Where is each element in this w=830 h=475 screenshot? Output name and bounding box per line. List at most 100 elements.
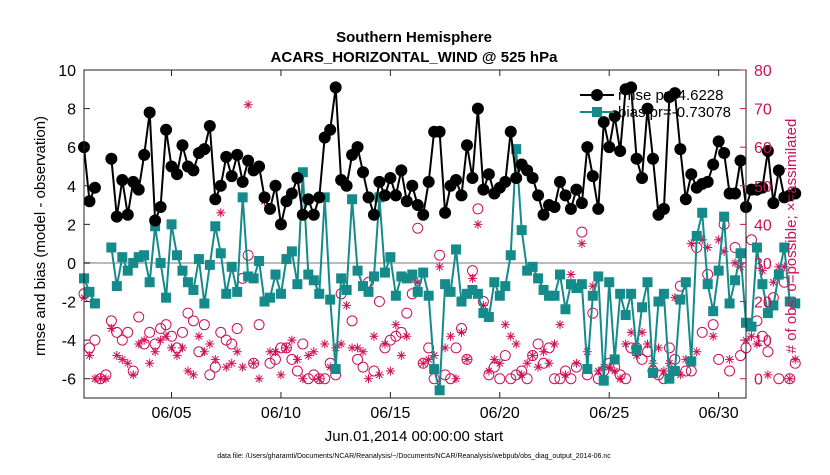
y-tick-label: 6 — [67, 140, 76, 157]
obs-possible-marker — [390, 330, 402, 342]
obs-possible-marker — [248, 357, 260, 369]
bias-marker — [210, 221, 221, 232]
asterisk-stroke — [518, 371, 526, 379]
bias-marker — [177, 265, 188, 276]
bias-marker — [133, 252, 144, 263]
bias-marker — [708, 306, 719, 317]
obs-assimilated-marker — [725, 354, 735, 364]
bias-marker — [576, 279, 587, 290]
bias-marker — [341, 284, 352, 295]
bias-marker — [182, 277, 193, 288]
bias-marker — [642, 277, 653, 288]
bias-marker — [226, 261, 237, 272]
asterisk-stroke — [611, 367, 619, 375]
legend-bias-marker — [592, 107, 602, 117]
x-tick-label: 06/05 — [152, 405, 192, 422]
obs-assimilated-marker — [134, 339, 144, 349]
bias-marker — [751, 242, 762, 253]
bias-marker — [658, 288, 669, 299]
obs-possible-marker — [253, 319, 265, 331]
rmse-marker — [510, 172, 523, 185]
rmse-marker — [439, 206, 452, 219]
obs-assimilated-marker — [522, 358, 532, 368]
asterisk-stroke — [189, 371, 197, 379]
asterisk-stroke — [178, 344, 186, 352]
rmse-marker — [324, 123, 337, 136]
asterisk-stroke — [572, 359, 580, 367]
bias-marker — [237, 192, 248, 203]
bias-marker — [604, 277, 615, 288]
asterisk-stroke — [534, 363, 542, 371]
obs-assimilated-marker — [604, 362, 614, 372]
rmse-marker — [110, 210, 123, 223]
bias-marker — [631, 344, 642, 355]
obs-assimilated-marker — [391, 320, 401, 330]
obs-possible-marker — [160, 319, 172, 331]
y2-axis-label: # of obs: o=possible; ×=assimilated — [783, 119, 800, 354]
asterisk-stroke — [660, 367, 668, 375]
obs-assimilated-marker — [621, 339, 631, 349]
rmse-marker — [460, 139, 473, 152]
obs-assimilated-marker — [763, 370, 773, 380]
obs-possible-marker — [450, 342, 462, 354]
obs-assimilated-marker — [221, 362, 231, 372]
rmse-marker — [553, 175, 566, 188]
y2-tick-label: 80 — [754, 63, 772, 80]
asterisk-stroke — [644, 340, 652, 348]
bias-marker — [467, 284, 478, 295]
obs-assimilated-marker — [145, 358, 155, 368]
x-tick-label: 06/15 — [370, 405, 410, 422]
bias-marker — [461, 288, 472, 299]
bias-marker — [456, 296, 467, 307]
bias-marker — [111, 281, 122, 292]
bias-marker — [440, 279, 451, 290]
rmse-marker — [674, 143, 687, 156]
bias-marker — [232, 286, 243, 297]
obs-possible-marker — [144, 326, 156, 338]
rmse-marker — [351, 141, 364, 154]
obs-possible-marker — [215, 326, 227, 338]
obs-assimilated-marker — [440, 343, 450, 353]
asterisk-stroke — [288, 336, 296, 344]
asterisk-stroke — [364, 375, 372, 383]
asterisk-stroke — [255, 375, 263, 383]
bias-marker — [434, 385, 445, 396]
obs-assimilated-marker — [385, 366, 395, 376]
bias-marker — [336, 273, 347, 284]
rmse-marker — [707, 158, 720, 171]
bias-marker — [363, 286, 374, 297]
rmse-marker — [559, 189, 572, 202]
asterisk-stroke — [157, 336, 165, 344]
bias-marker — [669, 365, 680, 376]
rmse-marker — [537, 208, 550, 221]
obs-possible-marker — [707, 319, 719, 331]
bias-marker — [533, 273, 544, 284]
bias-marker — [172, 250, 183, 261]
chart-title-line-2: ACARS_HORIZONTAL_WIND @ 525 hPa — [271, 49, 559, 66]
asterisk-stroke — [747, 332, 755, 340]
asterisk-stroke — [222, 363, 230, 371]
obs-assimilated-marker — [287, 335, 297, 345]
asterisk-stroke — [654, 344, 662, 352]
bias-marker — [199, 298, 210, 309]
asterisk-stroke — [162, 332, 170, 340]
obs-possible-marker — [494, 373, 506, 385]
obs-assimilated-marker — [506, 331, 516, 341]
bias-marker — [784, 296, 795, 307]
y-tick-label: -2 — [62, 295, 76, 312]
obs-assimilated-marker — [659, 366, 669, 376]
bias-marker — [204, 259, 215, 270]
asterisk-stroke — [381, 340, 389, 348]
asterisk-stroke — [135, 340, 143, 348]
obs-possible-marker — [423, 342, 435, 354]
obs-assimilated-marker — [768, 277, 778, 287]
obs-assimilated-marker — [577, 239, 587, 249]
asterisk-stroke — [397, 352, 405, 360]
obs-assimilated-marker — [533, 362, 543, 372]
rmse-marker — [433, 125, 446, 138]
bias-marker — [330, 364, 341, 375]
asterisk-stroke — [129, 371, 137, 379]
rmse-marker — [411, 199, 424, 212]
rmse-marker — [357, 166, 370, 179]
asterisk-stroke — [354, 344, 362, 352]
